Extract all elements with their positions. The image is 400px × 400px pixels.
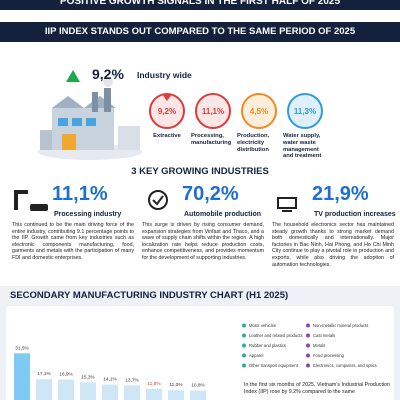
bar [14,353,30,400]
bar [190,390,206,400]
sector-value: 11,3% [294,107,316,116]
bar [146,388,162,400]
legend-dot [242,343,246,348]
legend-label: Non-metallic mineral products [313,323,368,328]
sector-circle [241,93,277,129]
legend-dot [242,363,246,368]
down-arrow [162,94,172,101]
section-title: 3 KEY GROWING INDUSTRIES [131,166,269,177]
bar-label: 10,8% [191,383,205,389]
legend-label: Motor vehicles [249,323,276,328]
bar [124,385,140,400]
legend-dot [306,363,310,368]
legend-label: Leather and related products [249,333,303,338]
key-text: This continued to be the main driving fo… [12,222,134,261]
sector-value: 9,2% [158,107,176,116]
key-label: Processing industry [54,211,122,218]
legend-dot [306,353,310,358]
sector-label: Production, electricity distribution [237,133,270,153]
sector-circle [287,93,323,129]
legend-dot [306,343,310,348]
industry-icons [14,190,297,212]
sector-label: Extractive [153,133,181,139]
legend-label: Other transport equipment [249,363,299,368]
key-label: Automobile production [184,211,261,218]
key-label: TV production increases [314,211,396,218]
bar [80,382,96,400]
bar-label: 15,3% [81,374,95,380]
legend-label: Apparel [249,353,264,358]
key-text: The household electronics sector has mai… [272,222,394,268]
bar-label: 17,1% [37,371,51,377]
sector-label: Processing, manufacturing [191,133,232,146]
key-value: 11,1% [52,183,108,205]
bar-label: 31,5% [15,345,29,351]
bar [58,379,74,400]
industry-wide-value: 9,2% [92,66,124,82]
legend-label: Electronics, computers, and optics [313,363,377,368]
bar [102,384,118,400]
industry-wide-label: Industry wide [137,70,192,80]
sector-circle [195,93,231,129]
chart-text: In the first six months of 2025, Vietnam… [244,382,390,395]
key-value: 21,9% [312,183,369,205]
chart-card [6,306,394,400]
banner: POSITIVE GROWTH SIGNALS IN THE FIRST HAL… [0,0,400,10]
legend-dot [306,323,310,328]
section-title: IIP INDEX STANDS OUT COMPARED TO THE SAM… [0,22,400,42]
legend-label: Rubber and plastics [249,343,286,348]
bar-label: 11,0% [169,382,183,388]
bar-label: 16,9% [59,372,73,378]
bar-label: 14,1% [103,377,117,383]
legend-dot [306,333,310,338]
legend-dot [242,333,246,338]
key-text: This surge is driven by rising consumer … [142,222,264,261]
key-value: 70,2% [182,183,239,205]
factory-illustration [38,72,142,160]
legend-label: Food processing [313,353,345,358]
bar-label: 13,7% [125,377,139,383]
bar [168,390,184,400]
legend-dot [242,323,246,328]
bar-label: 11,8% [147,381,161,387]
legend-label: Metals [313,343,325,348]
sector-label: Water supply, water waste management and… [283,133,322,160]
sector-value: 11,1% [202,107,224,116]
legend-dot [242,353,246,358]
bar [36,379,52,400]
legend-label: Cast metals [313,333,335,338]
up-arrow [66,70,80,82]
sector-value: 4,5% [250,107,268,116]
section-title: SECONDARY MANUFACTURING INDUSTRY CHART (… [10,290,289,301]
